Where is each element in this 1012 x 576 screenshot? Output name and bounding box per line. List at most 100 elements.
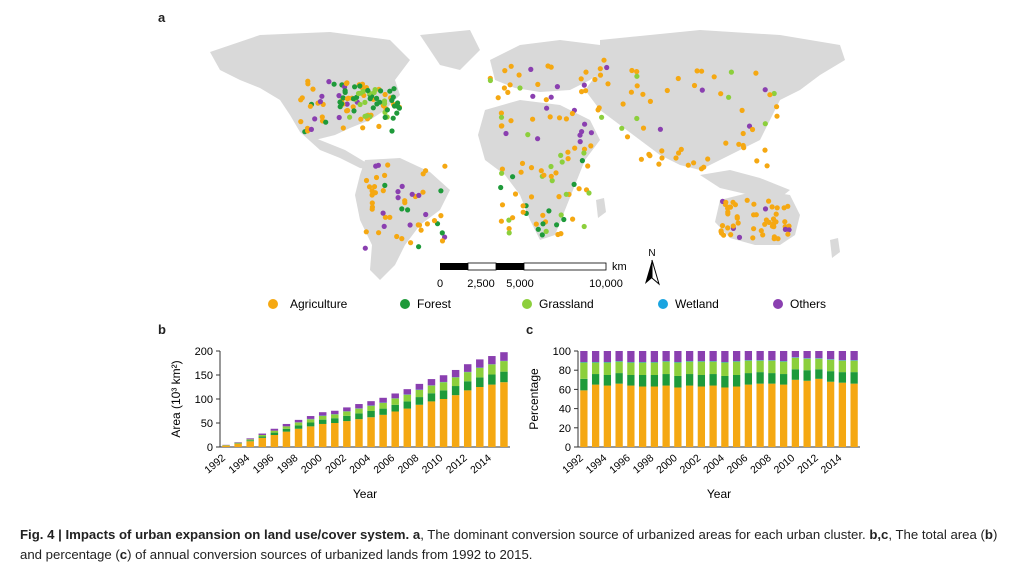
scale-bar-seg-1 (440, 263, 468, 270)
urban-point-grassland (347, 114, 353, 120)
chart-c-bar-forest-2013 (826, 371, 835, 382)
chart-c-bar-agriculture-2009 (779, 384, 788, 447)
chart-c-bar-forest-2003 (709, 374, 717, 386)
urban-point-agriculture (556, 115, 563, 121)
chart-b-bar-forest-1997 (282, 428, 291, 432)
chart-c-bar-others-2002 (697, 351, 706, 362)
chart-c-bar-forest-2012 (815, 369, 823, 379)
urban-point-agriculture (699, 68, 705, 74)
urban-point-agriculture (773, 211, 779, 217)
urban-point-agriculture (439, 238, 446, 244)
urban-point-agriculture (718, 91, 724, 97)
urban-point-agriculture (691, 160, 697, 166)
chart-c-bar-agriculture-2010 (791, 379, 800, 447)
urban-point-grassland (563, 191, 569, 197)
chart-c-bar-others-2009 (779, 351, 788, 362)
chart-b-bar-forest-1994 (246, 440, 254, 442)
chart-c-y-tick-label: 100 (553, 346, 571, 358)
chart-b-x-tick-label: 1998 (275, 452, 301, 476)
chart-b-bar-grassland-2000 (318, 415, 327, 420)
chart-c-bar-grassland-1998 (650, 362, 659, 375)
urban-point-agriculture (545, 63, 551, 69)
urban-point-agriculture (548, 173, 554, 179)
urban-point-agriculture (298, 119, 304, 125)
urban-point-agriculture (762, 147, 768, 153)
urban-point-grassland (548, 163, 554, 170)
chart-c-bar-agriculture-2012 (815, 378, 823, 447)
chart-c-bar-others-1995 (615, 351, 623, 362)
urban-point-grassland (498, 114, 505, 120)
legend-agriculture-marker (268, 299, 278, 309)
urban-point-agriculture (730, 199, 736, 205)
chart-c-bar-grassland-1993 (591, 362, 600, 375)
urban-point-agriculture (767, 92, 773, 98)
urban-point-agriculture (382, 91, 388, 98)
chart-c-bar-grassland-2000 (674, 362, 682, 376)
urban-point-agriculture (647, 153, 653, 159)
chart-c-bar-forest-2005 (732, 375, 741, 387)
caption-lead: Fig. 4 | Impacts of urban expansion on l… (20, 527, 410, 542)
urban-point-agriculture (565, 149, 571, 155)
chart-c-x-tick-label: 1992 (560, 452, 586, 476)
chart-b-bar-grassland-2007 (403, 394, 412, 402)
chart-b-bar-forest-2007 (403, 401, 412, 409)
chart-c-bar-forest-1996 (627, 375, 635, 386)
urban-point-others (399, 183, 405, 189)
urban-point-grassland (634, 115, 640, 122)
urban-point-forest (384, 107, 390, 113)
urban-point-agriculture (495, 95, 501, 101)
chart-b-bar-forest-2013 (476, 377, 484, 387)
chart-b-bar-grassland-2002 (343, 411, 351, 416)
urban-point-others (423, 211, 429, 218)
caption-a-text: , The dominant conversion source of urba… (420, 527, 866, 542)
chart-c-y-tick-label: 0 (565, 442, 571, 454)
chart-c-bar-others-2003 (709, 351, 717, 362)
urban-point-grassland (362, 99, 368, 105)
chart-b-bar-others-2009 (427, 379, 436, 386)
urban-point-grassland (771, 90, 777, 97)
urban-point-forest (387, 88, 393, 94)
chart-b-bar-forest-1998 (294, 425, 303, 429)
urban-point-agriculture (382, 172, 388, 178)
urban-point-agriculture (512, 191, 519, 197)
urban-point-agriculture (505, 89, 511, 95)
chart-c-bar-agriculture-2015 (850, 383, 858, 447)
urban-point-forest (579, 158, 586, 164)
urban-point-agriculture (782, 219, 788, 225)
panel-label-a: a (158, 10, 166, 25)
urban-point-grassland (558, 212, 564, 218)
urban-point-others (657, 126, 664, 132)
urban-point-grassland (728, 69, 735, 75)
urban-point-forest (438, 188, 444, 194)
urban-point-agriculture (555, 231, 561, 238)
urban-point-agriculture (723, 199, 729, 205)
chart-b-bar-others-1999 (306, 416, 315, 419)
north-label: N (648, 248, 655, 259)
panel-label-b: b (158, 322, 166, 337)
urban-point-grassland (726, 94, 732, 100)
urban-point-agriculture (556, 194, 562, 200)
chart-b-bar-grassland-1997 (282, 426, 291, 429)
australia-land (715, 190, 800, 245)
urban-point-agriculture (520, 209, 526, 215)
urban-point-agriculture (601, 57, 607, 63)
urban-point-agriculture (675, 75, 681, 82)
north-arrow-left (645, 260, 652, 284)
legend-grassland-marker (522, 299, 532, 309)
chart-c-bar-grassland-2013 (826, 359, 835, 372)
chart-b-bar-agriculture-2004 (367, 417, 375, 447)
urban-point-agriculture (744, 197, 750, 203)
caption-end-text: ) of annual conversion sources of urbani… (127, 547, 533, 562)
urban-point-others (373, 163, 379, 169)
urban-point-agriculture (518, 169, 524, 175)
chart-b-bar-grassland-2008 (415, 389, 424, 398)
urban-point-forest (323, 119, 329, 125)
urban-point-others (395, 195, 401, 201)
urban-point-agriculture (740, 130, 746, 137)
chart-b-bar-grassland-2013 (476, 367, 484, 378)
chart-c-bar-agriculture-1993 (591, 384, 600, 447)
north-arrow-icon: N (645, 248, 660, 286)
urban-point-agriculture (705, 156, 711, 162)
urban-point-agriculture (749, 126, 756, 133)
